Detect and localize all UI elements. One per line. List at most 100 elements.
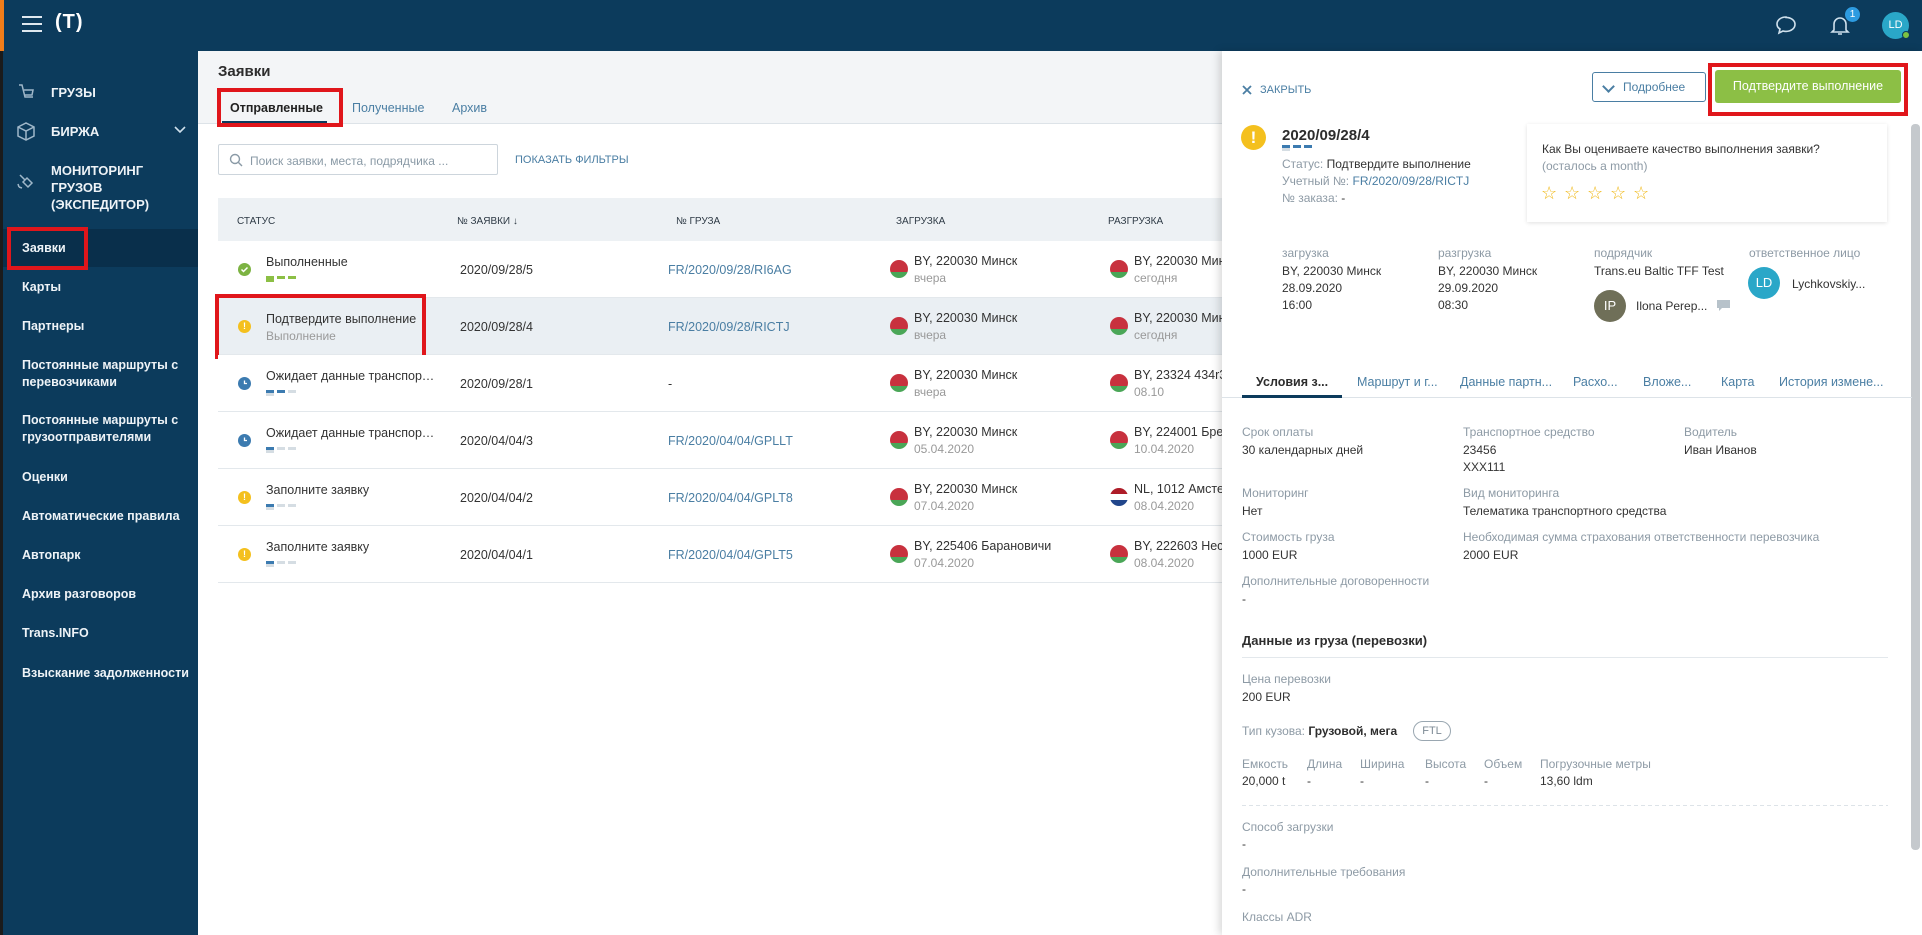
progress-dashes [266,390,306,396]
column-cargo-number[interactable]: № ГРУЗА [676,216,721,227]
sidebar-item-routes-carriers[interactable]: Постоянные маршруты с перевозчиками [22,358,179,389]
monitoring-type-value: Телематика транспортного средства [1463,504,1667,518]
table-header [218,198,1224,241]
tab-conditions[interactable]: Условия з... [1256,375,1329,389]
top-bar [0,0,1922,51]
order-number: 2020/09/28/4 [1282,127,1370,144]
table-row[interactable]: Ожидает данные транспортн... 2020/09/28/… [218,355,1226,412]
tab-route[interactable]: Маршрут и г... [1357,375,1438,389]
column-loading[interactable]: ЗАГРУЗКА [896,216,946,227]
highlight-box [1708,63,1908,116]
more-details-button[interactable]: Подробнее [1592,72,1706,102]
row-unload-date: сегодня [1134,271,1178,285]
responsible-name: Lychkovskiy... [1792,277,1866,291]
row-status: Ожидает данные транспортн... [266,426,436,440]
tab-received[interactable]: Полученные [352,101,425,115]
unload-date: 29.09.2020 [1438,281,1499,295]
sidebar-item-cargo[interactable]: ГРУЗЫ [15,81,96,103]
sidebar-item-monitoring[interactable]: МОНИТОРИНГ ГРУЗОВ (ЭКСПЕДИТОР) [15,162,195,213]
contractor-avatar[interactable]: IP [1594,290,1626,322]
extra-req-value: - [1242,882,1246,896]
row-cargo-link[interactable]: FR/2020/04/04/GPLT5 [668,548,793,562]
check-icon [238,263,251,276]
tab-partner-data[interactable]: Данные партн... [1460,375,1553,389]
row-cargo-link[interactable]: FR/2020/04/04/GPLLT [668,434,793,448]
row-cargo-link[interactable]: FR/2020/04/04/GPLT8 [668,491,793,505]
driver-value: Иван Иванов [1684,443,1757,457]
table-row-selected[interactable]: ! Подтвердите выполнение Выполнение 2020… [218,298,1226,355]
order-row: № заказа: - [1282,191,1345,205]
tab-costs[interactable]: Расхо... [1573,375,1618,389]
sidebar-item-chat-archive[interactable]: Архив разговоров [22,587,137,601]
star-icon[interactable]: ☆ [1633,183,1650,203]
tab-sent[interactable]: Отправленные [230,101,323,115]
table-row[interactable]: ! Заполните заявку 2020/04/04/1 FR/2020/… [218,526,1230,583]
load-date: 28.09.2020 [1282,281,1343,295]
trans-logo[interactable]: (T) [55,11,84,33]
sidebar-item-maps[interactable]: Карты [22,280,62,294]
star-icon[interactable]: ☆ [1541,183,1558,203]
section-title: Данные из груза (перевозки) [1242,633,1428,648]
highlight-box [215,294,426,359]
sidebar-item-transinfo[interactable]: Trans.INFO [22,626,89,640]
star-icon[interactable]: ☆ [1610,183,1627,203]
user-avatar[interactable]: LD [1882,12,1910,39]
panel-scrollbar[interactable] [1911,124,1920,850]
warning-icon: ! [238,548,251,561]
tab-map[interactable]: Карта [1721,375,1755,389]
account-row: Учетный №: FR/2020/09/28/RICTJ [1282,174,1469,188]
user-initials: LD [1888,19,1903,31]
account-link[interactable]: FR/2020/09/28/RICTJ [1352,174,1470,188]
tab-archive[interactable]: Архив [452,101,488,115]
ldm-value: 13,60 ldm [1540,774,1593,788]
sidebar-item-fleet[interactable]: Автопарк [22,548,81,562]
star-icon[interactable]: ☆ [1587,183,1604,203]
chat-icon[interactable] [1716,299,1731,312]
row-order-number: 2020/09/28/4 [460,320,533,334]
row-cargo-link[interactable]: FR/2020/09/28/RICTJ [668,320,790,334]
table-row[interactable]: ! Заполните заявку 2020/04/04/2 FR/2020/… [218,469,1231,526]
row-cargo-link[interactable]: FR/2020/09/28/RI6AG [668,263,792,277]
responsible-avatar[interactable]: LD [1748,267,1780,299]
order-label: № заказа: [1282,191,1338,205]
flag-by-icon [890,545,908,563]
flag-nl-icon [1110,488,1128,506]
tab-attachments[interactable]: Вложе... [1643,375,1692,389]
sidebar-item-debt[interactable]: Взыскание задолженности [22,666,189,680]
load-time: 16:00 [1282,298,1313,312]
sidebar-item-orders[interactable]: Заявки [22,241,66,255]
table-row[interactable]: Выполненные 2020/09/28/5 FR/2020/09/28/R… [218,241,1226,298]
flag-by-icon [1110,431,1128,449]
search-input[interactable]: Поиск заявки, места, подрядчика ... [218,144,498,175]
sidebar-edge [0,51,3,935]
star-icon[interactable]: ☆ [1564,183,1581,203]
bell-icon[interactable] [1828,13,1852,37]
column-order-number[interactable]: № ЗАЯВКИ ↓ [457,216,518,227]
sidebar-item-ratings[interactable]: Оценки [22,470,68,484]
tab-history[interactable]: История измене... [1779,375,1884,389]
table-row[interactable]: Ожидает данные транспортн... 2020/04/04/… [218,412,1230,469]
volume-value: - [1484,774,1488,788]
sidebar-item-exchange[interactable]: БИРЖА [15,120,190,142]
chevron-down-icon[interactable] [174,126,186,134]
show-filters-link[interactable]: ПОКАЗАТЬ ФИЛЬТРЫ [515,154,629,166]
chat-icon[interactable] [1774,13,1798,37]
chevron-down-icon [1602,80,1615,93]
row-load-place: BY, 225406 Барановичи [914,539,1052,553]
insurance-value: 2000 EUR [1463,548,1519,562]
progress-dashes [266,447,306,453]
sidebar-item-routes-shippers[interactable]: Постоянные маршруты с грузоотправителями [22,413,179,444]
column-unloading[interactable]: РАЗГРУЗКА [1108,216,1164,227]
menu-icon[interactable] [22,16,42,32]
confirm-completion-button[interactable]: Подтвердите выполнение [1715,70,1901,103]
sidebar-main-label: БИРЖА [51,123,100,139]
capacity-value: 20,000 t [1242,774,1286,788]
close-button[interactable]: ЗАКРЫТЬ [1242,84,1311,96]
active-tab-underline [222,121,327,124]
section-divider [1242,657,1888,658]
sidebar-item-partners[interactable]: Партнеры [22,319,85,333]
flag-by-icon [890,260,908,278]
unload-label: разгрузка [1438,246,1492,260]
sidebar-item-auto-rules[interactable]: Автоматические правила [22,509,180,523]
column-status[interactable]: СТАТУС [237,216,276,227]
